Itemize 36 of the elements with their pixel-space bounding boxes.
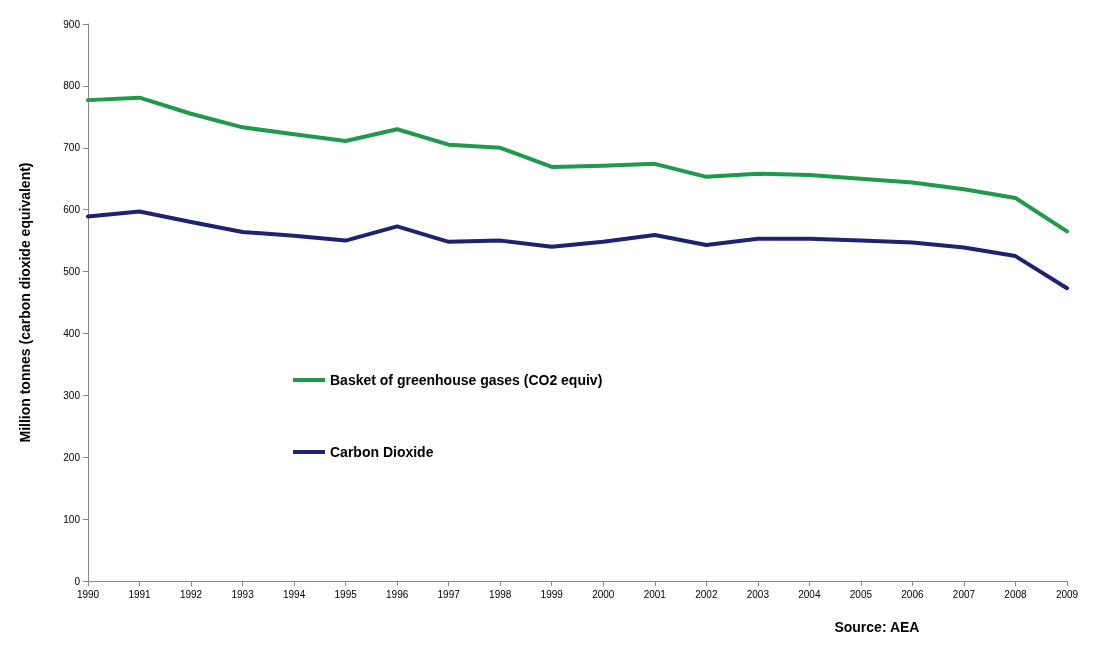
x-tick-label: 1996 [386,588,409,600]
x-tick-label: 2003 [746,588,770,600]
x-tick-label: 1994 [282,588,306,600]
y-tick-label: 200 [63,451,81,463]
y-tick-label: 600 [63,204,81,216]
x-tick-label: 1993 [231,588,255,600]
legend-label: Carbon Dioxide [330,444,434,460]
x-tick-label: 1990 [76,588,100,600]
x-tick-label: 2004 [798,588,821,600]
y-tick-label: 500 [63,266,81,278]
line-series [86,209,1069,291]
x-tick-label: 2007 [952,588,976,600]
x-tick-label: 2006 [901,588,924,600]
line-series [86,95,1069,234]
y-axis-title: Million tonnes (carbon dioxide equivalent) [17,162,33,443]
y-tick-label: 300 [63,389,81,401]
y-tick-label: 900 [63,18,81,30]
x-tick-label: 2000 [592,588,615,600]
x-tick-label: 2005 [849,588,873,600]
x-tick-label: 1991 [128,588,152,600]
x-tick-label: 1998 [489,588,512,600]
x-tick-label: 2009 [1055,588,1079,600]
legend-label: Basket of greenhouse gases (CO2 equiv) [330,372,603,388]
y-tick-label: 700 [63,142,81,154]
source-note: Source: AEA [834,619,920,635]
y-tick-label: 800 [63,80,81,92]
x-tick-label: 2001 [643,588,667,600]
y-tick-label: 400 [63,327,81,339]
x-tick-label: 2008 [1004,588,1028,600]
x-tick-label: 1997 [437,588,461,600]
x-tick-label: 1995 [334,588,358,600]
y-tick-label: 0 [74,575,81,587]
x-tick-label: 2002 [695,588,718,600]
x-tick-label: 1992 [179,588,203,600]
y-tick-label: 100 [63,513,81,525]
x-tick-label: 1999 [540,588,564,600]
